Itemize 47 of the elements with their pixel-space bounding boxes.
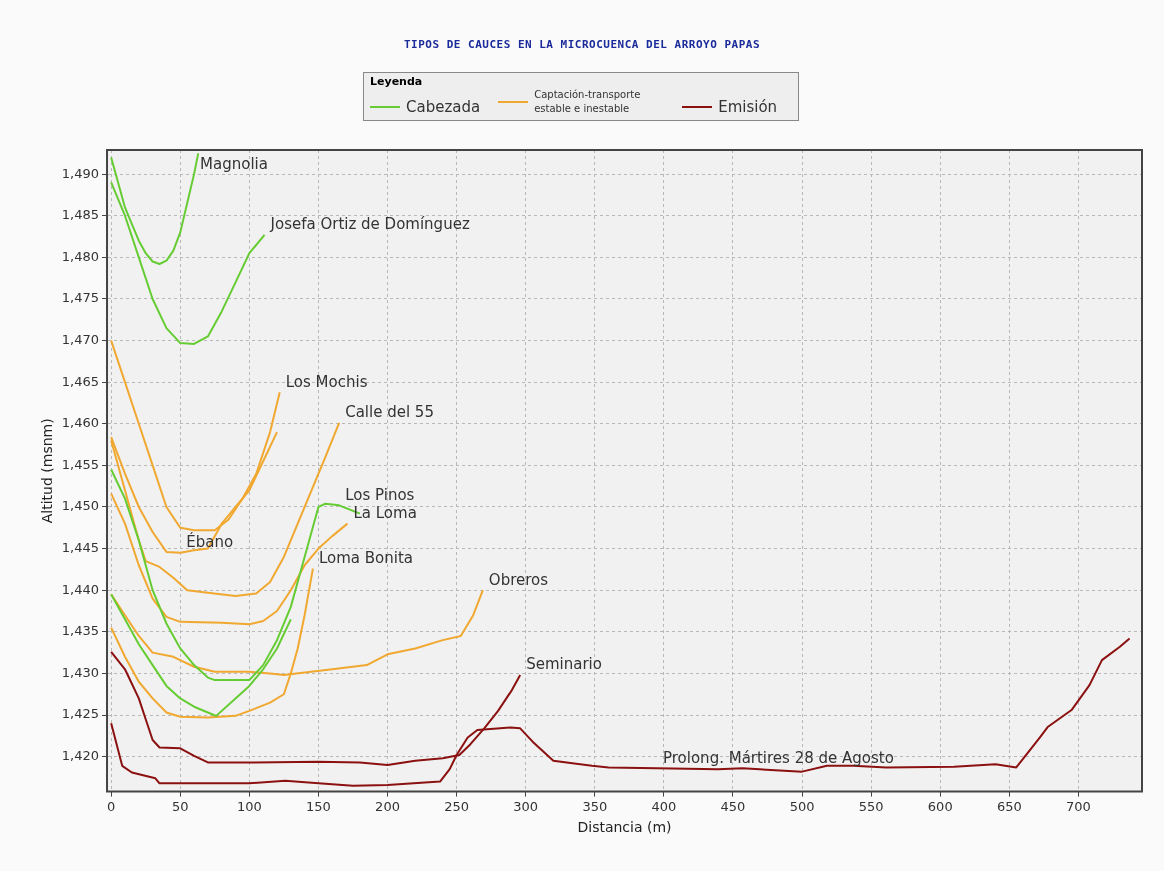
- legend-label: Captación-transporte estable e inestable: [534, 88, 642, 116]
- annotation: Josefa Ortiz de Domínguez: [269, 215, 470, 234]
- annotation: La Loma: [353, 504, 417, 523]
- x-tick-label: 0: [107, 798, 116, 814]
- y-tick-label: 1,470: [61, 331, 100, 347]
- y-axis-title: Altitud (msnm): [39, 418, 56, 524]
- y-tick-label: 1,465: [61, 373, 100, 389]
- x-tick-label: 450: [720, 798, 746, 814]
- annotation: Los Pinos: [345, 485, 415, 504]
- x-tick-label: 550: [858, 798, 884, 814]
- y-tick-label: 1,490: [61, 165, 100, 181]
- y-tick-label: 1,420: [61, 748, 100, 764]
- y-tick-label: 1,460: [61, 415, 100, 431]
- x-tick-label: 700: [1066, 798, 1091, 814]
- x-tick-label: 200: [375, 798, 400, 814]
- annotation: Loma Bonita: [318, 548, 413, 567]
- x-tick-label: 600: [927, 798, 953, 814]
- x-tick-label: 300: [513, 798, 539, 814]
- annotation: Seminario: [526, 655, 602, 674]
- y-tick-label: 1,475: [61, 290, 100, 306]
- x-tick-label: 50: [171, 798, 189, 814]
- y-tick-label: 1,455: [61, 456, 100, 472]
- legend-label: Cabezada: [406, 98, 481, 116]
- y-tick-label: 1,440: [61, 581, 100, 597]
- annotation: Los Mochis: [285, 372, 368, 391]
- y-tick-label: 1,435: [61, 623, 100, 639]
- y-tick-label: 1,480: [61, 248, 100, 264]
- x-axis-title: Distancia (m): [577, 819, 672, 836]
- y-tick-label: 1,425: [61, 706, 100, 722]
- x-tick-label: 650: [996, 798, 1022, 814]
- x-tick-label: 400: [651, 798, 677, 814]
- y-tick-label: 1,450: [61, 498, 100, 514]
- y-tick-label: 1,445: [61, 539, 100, 555]
- legend-label: Emisión: [718, 98, 778, 116]
- annotation: Calle del 55: [345, 403, 434, 422]
- annotation: Obreros: [488, 570, 549, 589]
- chart-title: TIPOS DE CAUCES EN LA MICROCUENCA DEL ARROYO PAPAS: [402, 38, 762, 51]
- x-tick-label: 350: [582, 798, 608, 814]
- legend-title: Leyenda: [370, 75, 424, 88]
- x-tick-label: 500: [789, 798, 815, 814]
- annotation: Magnolia: [200, 154, 268, 173]
- x-tick-label: 150: [306, 798, 331, 814]
- y-tick-label: 1,430: [61, 664, 100, 680]
- x-tick-label: 100: [236, 798, 262, 814]
- y-tick-label: 1,485: [61, 207, 100, 223]
- x-tick-label: 250: [444, 798, 470, 814]
- annotation: Prolong. Mártires 28 de Agosto: [662, 748, 894, 767]
